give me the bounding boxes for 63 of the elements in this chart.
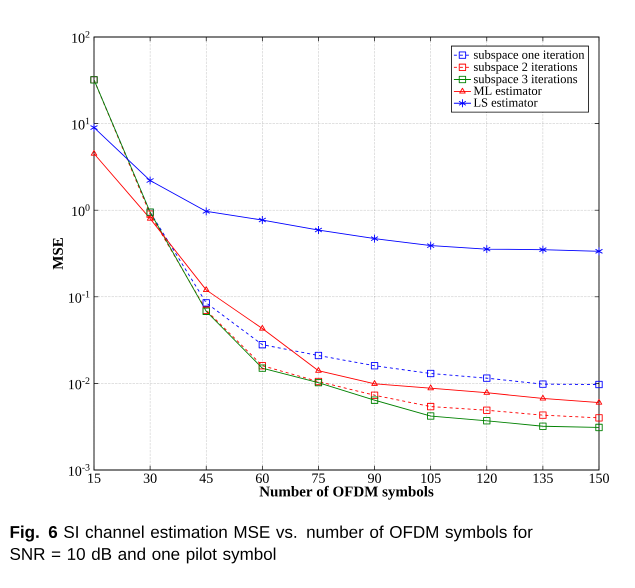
y-tick-label: 10$^{0}$ bbox=[72, 204, 90, 216]
point bbox=[539, 411, 547, 419]
x-tick-label: 75 bbox=[312, 474, 325, 483]
point bbox=[595, 380, 603, 388]
x-tick-label: 45 bbox=[199, 474, 213, 483]
point bbox=[539, 380, 547, 388]
point bbox=[540, 394, 546, 401]
x-axis-title: Number of OFDM symbols bbox=[259, 486, 434, 500]
point bbox=[427, 370, 434, 378]
x-tick-label: 135 bbox=[534, 474, 553, 483]
legend-label: LS estimator bbox=[474, 98, 538, 107]
legend-label: ML estimator bbox=[474, 86, 542, 95]
x-tick-label: 150 bbox=[590, 474, 609, 483]
text: Fig. 6 SI channel estimation MSE vs. number of OFDM symbols for SNR = 10 dB and one pilot symbol bbox=[10, 526, 533, 564]
point bbox=[483, 374, 490, 382]
legend-label: subspace 2 iterations bbox=[474, 62, 578, 74]
point bbox=[427, 402, 434, 410]
point bbox=[315, 367, 322, 373]
point bbox=[203, 286, 210, 292]
y-axis-title: MSE bbox=[52, 238, 63, 270]
x-tick-label: 15 bbox=[88, 474, 100, 483]
x-tick-label: 105 bbox=[421, 474, 441, 483]
point bbox=[202, 206, 210, 216]
point bbox=[258, 216, 266, 224]
point bbox=[371, 380, 378, 386]
point bbox=[427, 384, 434, 390]
point bbox=[427, 412, 434, 420]
x-tick-label: 90 bbox=[368, 474, 382, 483]
point bbox=[484, 389, 490, 395]
point bbox=[146, 176, 154, 185]
y-tick-label: 10$^{2}$ bbox=[72, 31, 90, 43]
point bbox=[596, 398, 602, 405]
point bbox=[146, 214, 154, 221]
point bbox=[258, 341, 266, 348]
point bbox=[314, 352, 322, 360]
point bbox=[483, 406, 490, 414]
point bbox=[202, 299, 210, 307]
point bbox=[426, 241, 435, 250]
y-tick-label: 10$^{-3}$ bbox=[69, 464, 90, 476]
y-tick-label: 10$^{1}$ bbox=[72, 118, 90, 130]
x-tick-label: 30 bbox=[144, 474, 157, 483]
point bbox=[595, 414, 603, 422]
legend-label: subspace one iteration bbox=[474, 50, 584, 62]
point bbox=[370, 396, 378, 404]
point bbox=[90, 123, 98, 132]
point bbox=[539, 422, 547, 430]
point bbox=[258, 364, 266, 372]
point bbox=[90, 150, 98, 156]
point bbox=[483, 417, 490, 424]
y-tick-label: 10$^{-2}$ bbox=[69, 377, 90, 390]
legend-label: subspace 3 iterations bbox=[474, 74, 578, 86]
point bbox=[370, 362, 378, 370]
x-tick-label: 60 bbox=[256, 474, 269, 483]
point bbox=[595, 424, 603, 432]
y-tick-label: 10$^{-1}$ bbox=[69, 290, 90, 303]
point bbox=[370, 392, 378, 399]
point bbox=[538, 245, 547, 254]
point bbox=[482, 244, 491, 254]
point bbox=[595, 246, 603, 256]
point bbox=[370, 234, 378, 244]
point bbox=[314, 226, 322, 234]
point bbox=[259, 324, 266, 331]
x-tick-label: 120 bbox=[478, 474, 497, 483]
